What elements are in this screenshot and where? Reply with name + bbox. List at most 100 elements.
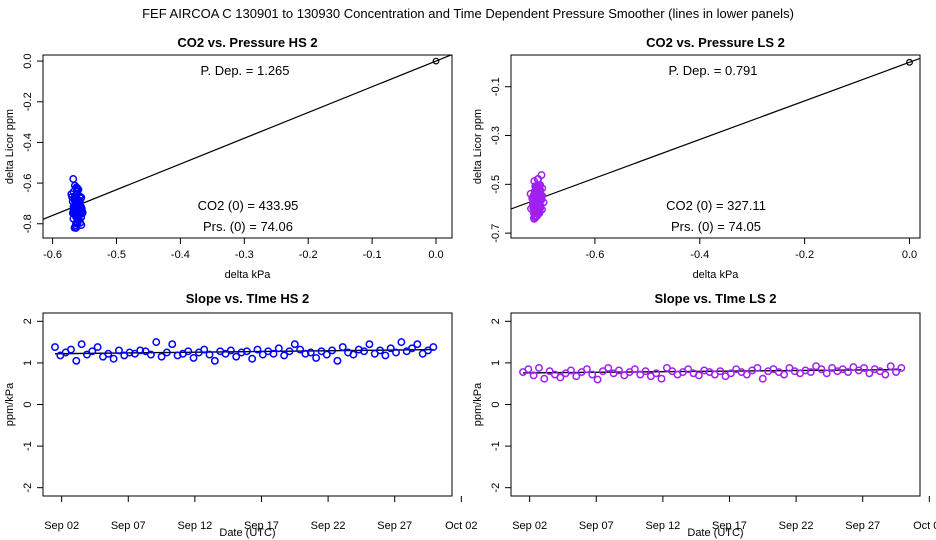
data-point xyxy=(652,369,661,378)
data-point xyxy=(593,375,602,384)
data-point xyxy=(780,370,789,379)
data-point xyxy=(301,349,310,358)
data-point xyxy=(114,346,123,355)
panel-2: CO2 vs. Pressure LS 2 -0.6 -0.4 -0.2 0.0 delt… xyxy=(472,35,921,281)
data-point xyxy=(83,350,91,359)
plot-area xyxy=(51,338,438,365)
data-point xyxy=(408,344,416,353)
data-point xyxy=(535,363,543,372)
data-point xyxy=(844,368,853,377)
y-tick-label: -0.4 xyxy=(22,133,34,152)
data-point xyxy=(189,353,198,362)
origin-point xyxy=(906,58,913,66)
data-point xyxy=(69,204,78,213)
data-point xyxy=(77,221,86,230)
data-point xyxy=(582,365,591,374)
data-point xyxy=(77,340,86,349)
data-point xyxy=(130,349,139,358)
data-point xyxy=(248,354,257,363)
origin-point xyxy=(432,57,440,65)
data-point xyxy=(152,338,161,347)
data-point xyxy=(726,369,735,378)
data-point xyxy=(290,340,299,349)
x-tick-label: -0.2 xyxy=(299,249,318,261)
data-point xyxy=(413,340,422,349)
data-point xyxy=(604,363,613,372)
data-point xyxy=(67,345,75,354)
data-point xyxy=(104,349,113,358)
data-point xyxy=(274,344,283,353)
data-point xyxy=(136,346,145,355)
panel-title: CO2 vs. Pressure HS 2 xyxy=(177,35,317,50)
data-point xyxy=(232,352,241,361)
data-point xyxy=(694,371,703,380)
data-point xyxy=(73,185,82,194)
x-axis-label: Date (UTC) xyxy=(687,527,743,539)
data-point xyxy=(662,363,671,372)
plot-area xyxy=(43,55,452,232)
panel-title: Slope vs. TIme HS 2 xyxy=(186,291,310,306)
data-point xyxy=(93,343,102,352)
plot-area xyxy=(519,362,906,384)
data-point xyxy=(51,343,59,352)
x-tick-label: Sep 12 xyxy=(645,520,680,532)
data-point xyxy=(376,346,385,355)
data-point xyxy=(285,347,294,356)
fit-line xyxy=(511,57,920,210)
x-tick-label: -0.6 xyxy=(585,249,604,261)
x-tick-label: Sep 02 xyxy=(512,520,547,532)
x-tick-label: Oct 02 xyxy=(445,520,477,532)
x-tick-label: Sep 17 xyxy=(712,520,747,532)
data-point xyxy=(306,348,315,357)
x-axis-label: delta kPa xyxy=(693,269,740,281)
data-point xyxy=(822,369,831,378)
data-point xyxy=(588,370,597,379)
data-point xyxy=(598,367,607,376)
data-point xyxy=(531,212,539,221)
data-point xyxy=(72,356,81,365)
data-point xyxy=(67,190,76,199)
x-tick-label: -0.1 xyxy=(363,249,382,261)
data-point xyxy=(418,349,427,358)
y-tick-label: 2 xyxy=(490,318,502,324)
annotation: CO2 (0) = 327.11 xyxy=(666,198,766,213)
data-point xyxy=(630,365,639,374)
data-point xyxy=(253,345,262,354)
data-point xyxy=(785,363,794,372)
data-point xyxy=(386,344,395,353)
data-point xyxy=(365,340,374,349)
x-axis-label: delta kPa xyxy=(225,269,272,281)
y-axis-label: ppm/kPa xyxy=(472,382,484,426)
x-tick-label: Sep 07 xyxy=(111,520,146,532)
y-axis-label: ppm/kPa xyxy=(4,382,16,426)
y-tick-label: -2 xyxy=(490,483,502,493)
annotation: Prs. (0) = 74.05 xyxy=(671,219,761,234)
data-point xyxy=(849,363,858,372)
data-point xyxy=(556,373,565,382)
data-point xyxy=(333,356,342,365)
data-point xyxy=(540,374,549,383)
data-point xyxy=(258,350,267,359)
data-point xyxy=(370,349,379,358)
data-point xyxy=(381,351,390,360)
panel-title: Slope vs. TIme LS 2 xyxy=(654,291,776,306)
data-point xyxy=(338,343,347,352)
data-point xyxy=(360,347,369,356)
x-tick-label: -0.5 xyxy=(107,249,126,261)
y-tick-label: -0.1 xyxy=(490,77,502,96)
data-point xyxy=(269,349,278,358)
data-point xyxy=(109,354,118,363)
plot-area xyxy=(511,57,920,223)
data-point xyxy=(817,365,826,374)
x-tick-label: Sep 02 xyxy=(44,520,79,532)
data-point xyxy=(620,371,629,380)
panel-4: Slope vs. TIme LS 2 Sep 02 Sep 07 Sep 12 Sep… xyxy=(472,291,936,539)
x-tick-label: Sep 22 xyxy=(779,520,814,532)
data-point xyxy=(806,368,815,377)
x-tick-label: -0.4 xyxy=(690,249,709,261)
data-point xyxy=(349,350,358,359)
data-point xyxy=(865,369,874,378)
data-point xyxy=(69,214,78,223)
panel-1: CO2 vs. Pressure HS 2 -0.6 -0.5 -0.4 -0.3 -0.… xyxy=(4,35,453,281)
y-tick-label: -0.6 xyxy=(22,174,34,193)
